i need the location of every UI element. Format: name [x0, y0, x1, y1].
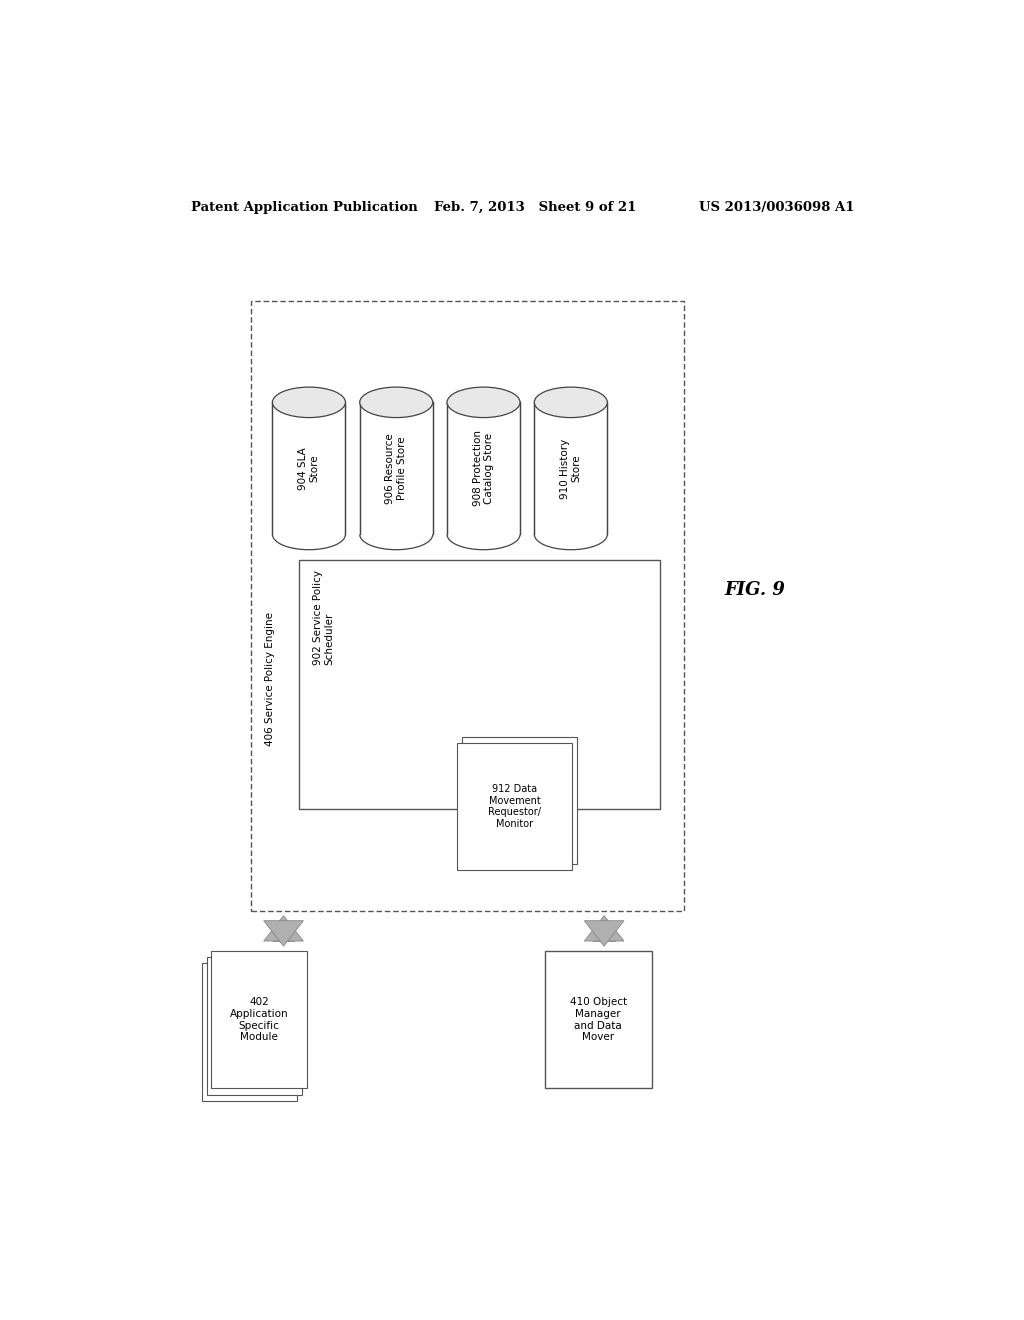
Bar	[467, 731, 582, 858]
Text: 406 Service Policy Engine: 406 Service Policy Engine	[265, 611, 275, 746]
Ellipse shape	[272, 387, 345, 417]
Text: FIG. 9: FIG. 9	[725, 581, 785, 599]
Polygon shape	[585, 916, 624, 941]
Bar	[545, 952, 652, 1089]
Text: US 2013/0036098 A1: US 2013/0036098 A1	[699, 201, 855, 214]
Text: 912 Data
Movement
Requestor/
Monitor: 912 Data Movement Requestor/ Monitor	[488, 784, 542, 829]
Bar	[447, 403, 520, 535]
Text: 908 Protection
Catalog Store: 908 Protection Catalog Store	[473, 430, 495, 507]
Polygon shape	[264, 921, 303, 946]
Bar	[272, 921, 295, 941]
Text: 410 Object
Manager
and Data
Mover: 410 Object Manager and Data Mover	[569, 998, 627, 1043]
Bar	[462, 737, 578, 863]
Text: 906 Resource
Profile Store: 906 Resource Profile Store	[385, 433, 407, 504]
Ellipse shape	[359, 387, 433, 417]
Text: 904 SLA
Store: 904 SLA Store	[298, 447, 319, 490]
Bar	[458, 743, 572, 870]
Text: Patent Application Publication: Patent Application Publication	[191, 201, 418, 214]
Bar	[359, 403, 433, 535]
Bar	[593, 921, 615, 941]
Text: Feb. 7, 2013   Sheet 9 of 21: Feb. 7, 2013 Sheet 9 of 21	[433, 201, 636, 214]
Bar	[202, 964, 297, 1101]
Text: 910 History
Store: 910 History Store	[560, 438, 582, 499]
Text: 402
Application
Specific
Module: 402 Application Specific Module	[229, 998, 289, 1043]
Text: 902 Service Policy
Scheduler: 902 Service Policy Scheduler	[313, 570, 335, 665]
Bar	[272, 403, 345, 535]
Polygon shape	[585, 921, 624, 946]
Bar	[299, 560, 659, 809]
Bar	[211, 952, 306, 1089]
Ellipse shape	[535, 387, 607, 417]
Bar	[207, 957, 302, 1094]
Ellipse shape	[447, 387, 520, 417]
Bar	[535, 403, 607, 535]
Bar	[251, 301, 684, 911]
Polygon shape	[264, 916, 303, 941]
